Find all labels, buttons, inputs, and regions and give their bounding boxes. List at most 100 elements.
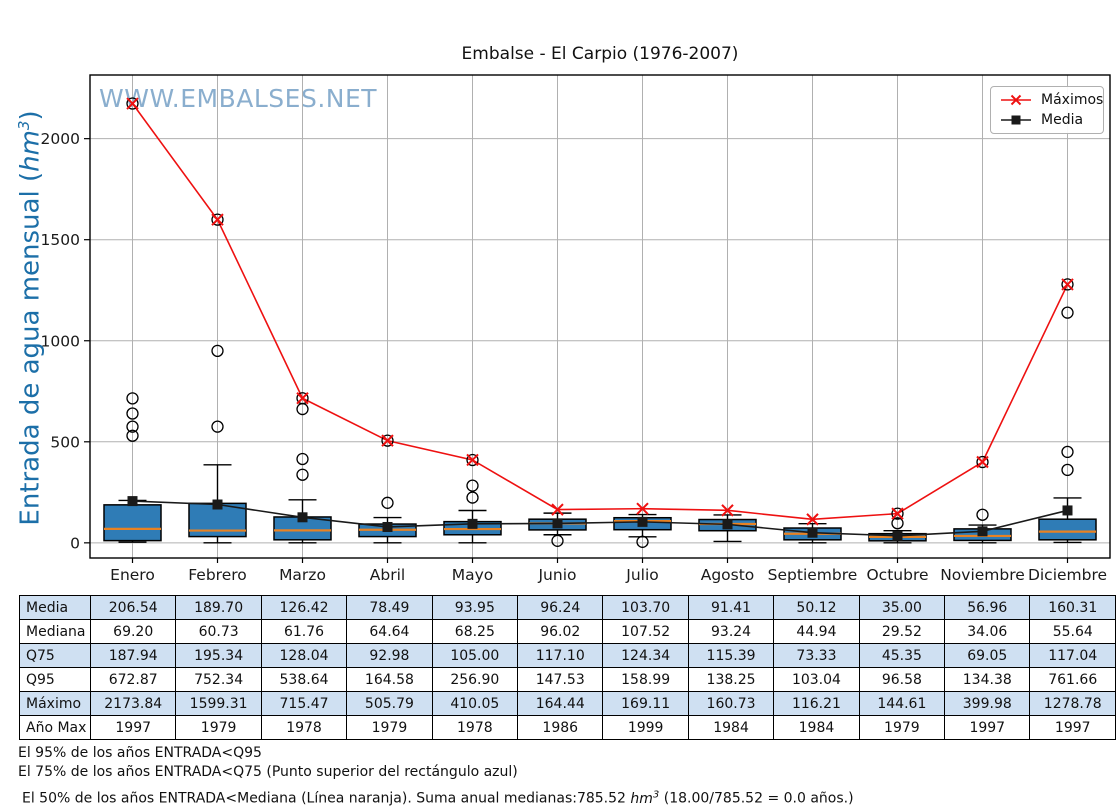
table-cell: 126.42 (260, 595, 348, 620)
outlier-point (1061, 463, 1074, 477)
table-cell: 92.98 (346, 643, 433, 668)
max-outlier-point (891, 507, 904, 520)
table-cell: 45.35 (858, 643, 946, 668)
outlier-point (211, 420, 224, 433)
footnote-3-tail: (18.00/785.52 = 0.0 años.) (659, 790, 854, 807)
media-marker (637, 516, 648, 527)
table-row-q75: Q75 187.94 195.34 128.04 92.98 105.00 117.10 12… (19, 643, 1116, 668)
month-label: Agosto (701, 566, 755, 584)
grid (90, 75, 1110, 558)
table-cell: 1984 (687, 715, 775, 740)
table-cell: 56.96 (944, 595, 1031, 620)
table-cell: 78.49 (346, 595, 433, 620)
footnote-3-text: El 50% de los años ENTRADA<Mediana (Líne… (22, 790, 631, 807)
maximos-marker (551, 503, 564, 516)
media-marker (212, 499, 223, 510)
outlier-point (126, 429, 139, 442)
table-row-label: Año Max (19, 715, 91, 740)
outlier-point (126, 392, 139, 405)
month-label: Noviembre (940, 566, 1025, 584)
table-cell: 68.25 (431, 619, 519, 644)
outlier-point (126, 420, 139, 433)
table-cell: 1979 (346, 715, 433, 740)
table-cell: 1599.31 (175, 691, 262, 716)
table-cell: 64.64 (346, 619, 433, 644)
footnote-line-3: El 50% de los años ENTRADA<Mediana (Líne… (18, 785, 854, 809)
maximos-marker (891, 507, 904, 520)
maximos-line (126, 97, 1074, 526)
legend-item-media: Media (991, 111, 1103, 129)
table-cell: 117.04 (1029, 643, 1116, 668)
boxplot-enero (103, 392, 162, 543)
table-cell: 69.20 (89, 619, 177, 644)
table-row-label: Máximo (19, 691, 91, 716)
table-cell: 69.05 (944, 643, 1031, 668)
footnote-line-1: El 95% de los años ENTRADA<Q95 (18, 745, 262, 761)
month-label: Mayo (452, 566, 494, 584)
table-cell: 672.87 (89, 667, 177, 692)
table-cell: 96.58 (858, 667, 946, 692)
table-cell: 399.98 (944, 691, 1031, 716)
table-cell: 103.04 (773, 667, 860, 692)
table-cell: 1997 (89, 715, 177, 740)
outlier-point (381, 496, 394, 509)
table-cell: 55.64 (1029, 619, 1116, 644)
table-cell: 169.11 (602, 691, 689, 716)
table-cell: 1999 (602, 715, 689, 740)
y-tick-label: 500 (50, 433, 80, 451)
table-cell: 1978 (431, 715, 519, 740)
max-outlier-point (976, 455, 989, 469)
table-cell: 128.04 (260, 643, 348, 668)
media-marker (297, 512, 308, 523)
month-label: Enero (110, 566, 155, 584)
maximos-marker (636, 502, 649, 515)
media-marker (467, 518, 478, 529)
table-cell: 187.94 (89, 643, 177, 668)
table-cell: 1997 (1029, 715, 1116, 740)
chart-title: Embalse - El Carpio (1976-2007) (461, 44, 739, 64)
table-cell: 1278.78 (1029, 691, 1116, 716)
table-cell: 410.05 (431, 691, 519, 716)
table-cell: 117.10 (517, 643, 604, 668)
max-outlier-point (381, 434, 394, 447)
maximos-marker (976, 455, 989, 469)
table-cell: 29.52 (858, 619, 946, 644)
table-cell: 158.99 (602, 667, 689, 692)
footnotes: El 95% de los años ENTRADA<Q95 El 75% de… (18, 744, 854, 809)
media-marker (552, 518, 563, 529)
table-cell: 160.31 (1029, 595, 1116, 620)
table-cell: 134.38 (944, 667, 1031, 692)
table-cell: 752.34 (175, 667, 262, 692)
table-cell: 93.95 (431, 595, 519, 620)
media-marker (892, 530, 903, 541)
table-cell: 1986 (517, 715, 604, 740)
maximos-marker (466, 453, 479, 467)
outlier-point (1061, 306, 1074, 319)
y-axis-label-close: ) (15, 110, 46, 121)
table-cell: 103.70 (602, 595, 689, 620)
media-marker (977, 526, 988, 537)
maximos-marker (211, 213, 224, 226)
maximos-marker (1061, 278, 1074, 291)
outlier-point (466, 479, 479, 492)
outlier-point (976, 508, 989, 521)
table-cell: 189.70 (175, 595, 262, 620)
outlier-point (891, 517, 904, 530)
table-row-mediana: Mediana 69.20 60.73 61.76 64.64 68.25 96.02 107… (19, 619, 1116, 644)
y-tick-label: 1500 (41, 231, 80, 249)
table-row-media: Media 206.54 189.70 126.42 78.49 93.95 96.24 10… (19, 595, 1116, 620)
outlier-point (296, 468, 309, 481)
table-cell: 2173.84 (89, 691, 177, 716)
stats-table: Media 206.54 189.70 126.42 78.49 93.95 96.24 10… (19, 595, 1116, 740)
table-cell: 160.73 (687, 691, 775, 716)
table-cell: 715.47 (260, 691, 348, 716)
month-label: Septiembre (768, 566, 858, 584)
media-marker (382, 521, 393, 532)
month-label: Julio (625, 566, 659, 584)
y-tick-label: 1000 (41, 332, 80, 350)
table-cell: 105.00 (431, 643, 519, 668)
max-outlier-point (1061, 278, 1074, 291)
media-marker (722, 519, 733, 530)
boxplot-marzo (273, 402, 332, 544)
